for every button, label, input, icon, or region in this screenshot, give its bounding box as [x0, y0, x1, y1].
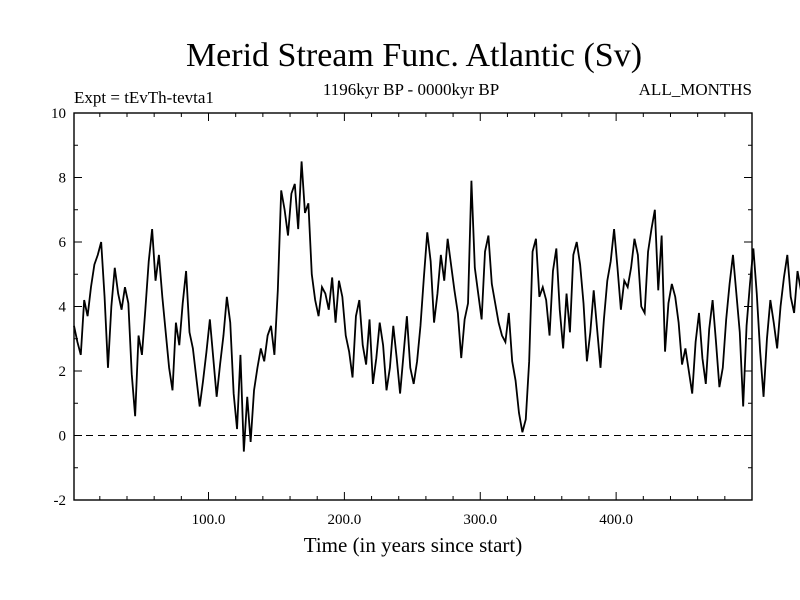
- y-tick-label: -2: [54, 493, 67, 509]
- time-range-label: 1196kyr BP - 0000kyr BP: [323, 80, 499, 99]
- x-tick-label: 400.0: [599, 512, 633, 528]
- x-tick-label: 200.0: [328, 512, 362, 528]
- y-tick-label: 6: [59, 235, 67, 251]
- y-axis: -2 0 2 4 6 8 10: [51, 106, 752, 509]
- plot-frame: [73, 112, 753, 501]
- x-axis: 100.0 200.0 300.0 400.0: [99, 113, 726, 528]
- y-tick-label: 4: [59, 300, 67, 316]
- x-tick-label: 100.0: [192, 512, 226, 528]
- y-tick-label: 2: [59, 364, 67, 380]
- series-line: [73, 161, 800, 452]
- chart-title: Merid Stream Func. Atlantic (Sv): [186, 37, 642, 74]
- y-tick-label: 10: [51, 106, 66, 122]
- months-label: ALL_MONTHS: [639, 80, 752, 99]
- y-tick-label: 0: [59, 429, 67, 445]
- y-tick-label: 8: [59, 171, 67, 187]
- experiment-label: Expt = tEvTh-tevta1: [74, 88, 214, 107]
- x-tick-label: 300.0: [463, 512, 497, 528]
- x-axis-label: Time (in years since start): [304, 533, 523, 557]
